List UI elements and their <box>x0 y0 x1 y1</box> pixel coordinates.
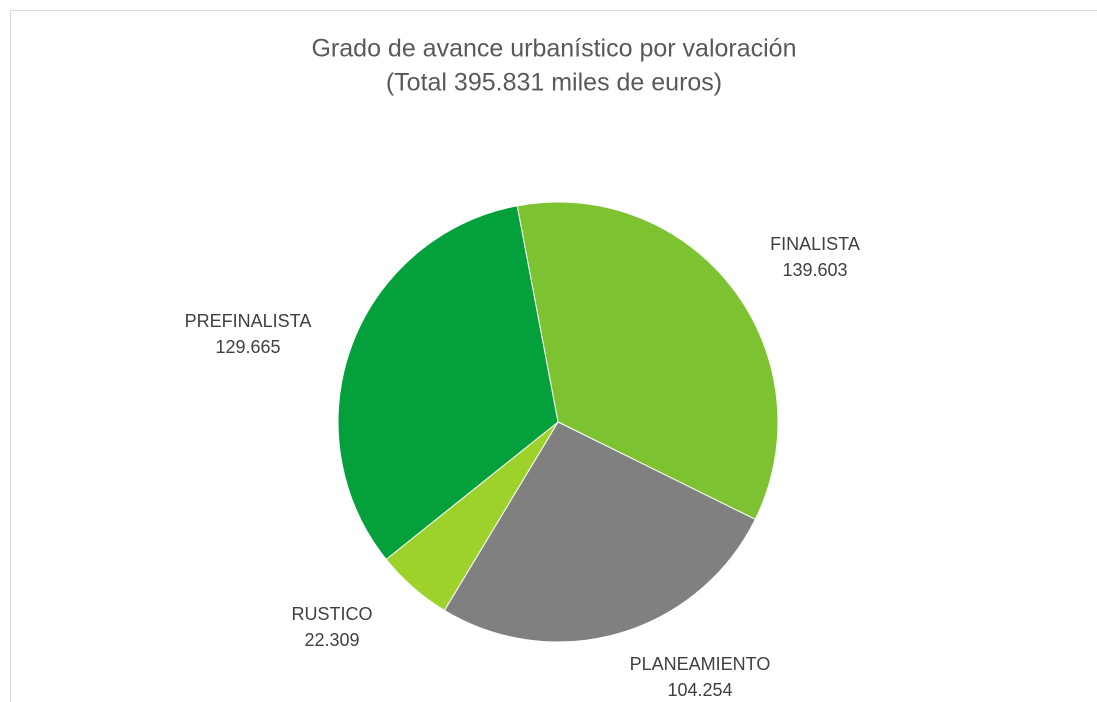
chart-frame <box>10 10 1097 702</box>
slice-label: FINALISTA <box>770 234 860 254</box>
pie-slice <box>516 201 779 521</box>
slice-label: RUSTICO <box>292 604 373 624</box>
slice-value-label: 139.603 <box>782 260 847 280</box>
slice-label: PREFINALISTA <box>185 311 312 331</box>
pie-slice <box>337 205 559 561</box>
slice-value-label: 22.309 <box>304 630 359 650</box>
slice-label: PLANEAMIENTO <box>630 654 771 674</box>
chart-title: Grado de avance urbanístico por valoraci… <box>311 35 796 63</box>
slice-value-label: 129.665 <box>215 337 280 357</box>
slice-value-label: 104.254 <box>667 680 732 700</box>
chart-subtitle: (Total 395.831 miles de euros) <box>386 69 722 97</box>
pie-slice <box>443 421 756 643</box>
